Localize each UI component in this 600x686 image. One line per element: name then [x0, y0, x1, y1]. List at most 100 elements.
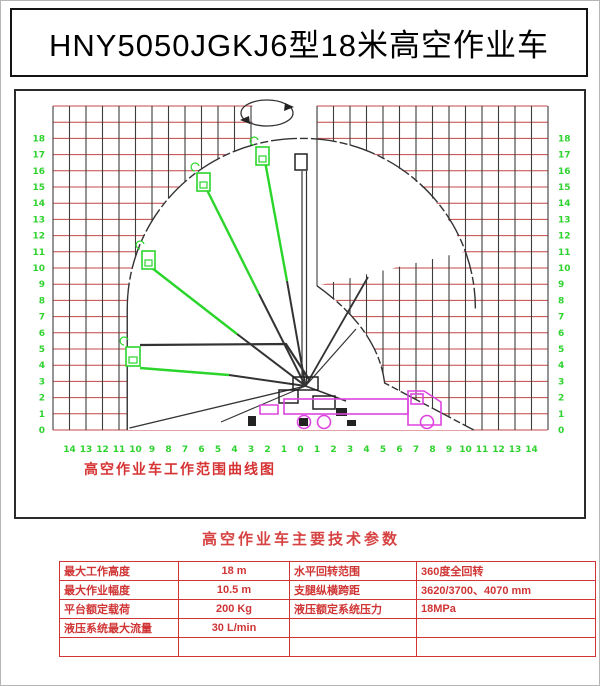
spec-value: 18MPa: [416, 599, 596, 619]
spec-value: 30 L/min: [178, 618, 290, 638]
work-envelope-inner-curve: [316, 285, 475, 431]
spec-label: 最大工作高度: [59, 561, 179, 581]
y-axis-tick-label-right: 18: [558, 134, 571, 144]
x-axis-tick-label: 12: [492, 445, 505, 455]
y-axis-tick-label-left: 7: [39, 313, 45, 323]
y-axis-tick-label-right: 14: [558, 199, 571, 209]
y-axis-tick-label-left: 17: [32, 151, 45, 161]
x-axis-tick-label: 12: [96, 445, 109, 455]
y-axis-tick-label-right: 11: [558, 248, 571, 258]
y-axis-tick-label-right: 17: [558, 151, 571, 161]
table-row: 最大作业幅度 10.5 m 支腿纵横跨距 3620/3700、4070 mm: [59, 580, 596, 600]
y-axis-tick-label-left: 13: [32, 215, 45, 225]
work-platform: [135, 240, 156, 270]
spec-label: 平台额定载荷: [59, 599, 179, 619]
x-axis-tick-label: 7: [413, 445, 419, 455]
x-axis-tick-label: 1: [314, 445, 320, 455]
y-axis-tick-label-left: 10: [32, 264, 45, 274]
spec-table-title: 高空作业车主要技术参数: [201, 531, 400, 548]
x-axis-tick-label: 8: [429, 445, 435, 455]
x-axis-tick-label: 13: [80, 445, 93, 455]
y-axis-tick-label-right: 5: [558, 345, 564, 355]
y-axis-tick-label-left: 5: [39, 345, 45, 355]
spec-value: [178, 637, 290, 657]
work-platform: [249, 136, 270, 166]
y-axis-tick-label-left: 8: [39, 296, 45, 306]
y-axis-tick-label-left: 16: [32, 167, 45, 177]
diagram-caption: 高空作业车工作范围曲线图: [84, 461, 276, 477]
y-axis-tick-label-left: 15: [32, 183, 45, 193]
spec-label: 支腿纵横跨距: [289, 580, 417, 600]
y-axis-tick-label-left: 3: [39, 377, 45, 387]
y-axis-tick-label-right: 1: [558, 410, 564, 420]
x-axis-tick-label: 9: [446, 445, 452, 455]
x-axis-tick-label: 0: [297, 445, 303, 455]
y-axis-tick-label-left: 11: [32, 248, 45, 258]
work-platform: [119, 336, 141, 367]
x-axis-tick-label: 3: [248, 445, 254, 455]
spec-value: 10.5 m: [178, 580, 290, 600]
y-axis-tick-label-left: 1: [39, 410, 45, 420]
page-title: HNY5050JGKJ6型18米高空作业车: [10, 8, 588, 77]
spec-value: [416, 618, 596, 638]
spec-label: [59, 637, 179, 657]
spec-label: 最大作业幅度: [59, 580, 179, 600]
table-row: [59, 637, 596, 657]
x-axis-tick-label: 9: [149, 445, 155, 455]
spec-value: [416, 637, 596, 657]
spec-value: 3620/3700、4070 mm: [416, 580, 596, 600]
work-envelope-region: [127, 138, 474, 430]
y-axis-tick-label-right: 0: [558, 426, 564, 436]
work-platform: [190, 162, 211, 192]
table-row: 液压系统最大流量 30 L/min: [59, 618, 596, 638]
y-axis-tick-label-right: 8: [558, 296, 564, 306]
spec-label: 液压额定系统压力: [289, 599, 417, 619]
y-axis-tick-label-left: 14: [32, 199, 45, 209]
spec-value: 200 Kg: [178, 599, 290, 619]
x-axis-tick-label: 6: [198, 445, 204, 455]
work-envelope-curve: [126, 137, 477, 309]
x-axis-tick-label: 8: [165, 445, 171, 455]
y-axis-tick-label-right: 16: [558, 167, 571, 177]
y-axis-tick-label-right: 9: [558, 280, 564, 290]
truck-outline: [259, 390, 442, 430]
spec-label: [289, 618, 417, 638]
y-axis-tick-label-right: 10: [558, 264, 571, 274]
x-axis-tick-label: 14: [63, 445, 76, 455]
x-axis-tick-label: 11: [476, 445, 489, 455]
y-axis-tick-label-right: 7: [558, 313, 564, 323]
spec-table: 最大工作高度 18 m 水平回转范围 360度全回转 最大作业幅度 10.5 m 支腿纵横跨…: [59, 561, 596, 657]
turret-assembly: [248, 376, 356, 426]
x-axis-tick-label: 1: [281, 445, 287, 455]
y-axis-tick-label-left: 4: [39, 361, 45, 371]
x-axis-tick-label: 5: [215, 445, 221, 455]
y-axis-tick-label-left: 0: [39, 426, 45, 436]
x-axis-tick-label: 6: [396, 445, 402, 455]
spec-label: [289, 637, 417, 657]
spec-value: 360度全回转: [416, 561, 596, 581]
y-axis-tick-label-left: 9: [39, 280, 45, 290]
y-axis-tick-label-right: 13: [558, 215, 571, 225]
y-axis-tick-label-right: 12: [558, 232, 571, 242]
working-range-plot: 14 13 12 11 10 9 8 7 6 5 4 3 2 1 0 1 2 3 4 5 6 7 8 9 10 11 12 13 14 …: [32, 99, 571, 455]
x-axis-tick-label: 3: [347, 445, 353, 455]
y-axis-tick-label-right: 2: [558, 394, 564, 404]
table-row: 最大工作高度 18 m 水平回转范围 360度全回转: [59, 561, 596, 581]
x-axis-labels: 14 13 12 11 10 9 8 7 6 5 4 3 2 1 0 1 2 3 4 5 6 7 8 9 10 11 12 13 14: [63, 445, 538, 455]
y-axis-tick-label-left: 18: [32, 134, 45, 144]
x-axis-tick-label: 10: [459, 445, 472, 455]
y-axis-tick-label-left: 12: [32, 232, 45, 242]
x-axis-tick-label: 13: [509, 445, 522, 455]
x-axis-tick-label: 4: [231, 445, 237, 455]
working-range-diagram: 14 13 12 11 10 9 8 7 6 5 4 3 2 1 0 1 2 3 4 5 6 7 8 9 10 11 12 13 14 …: [14, 89, 586, 519]
spec-label: 液压系统最大流量: [59, 618, 179, 638]
x-axis-tick-label: 4: [363, 445, 369, 455]
y-axis-tick-label-right: 4: [558, 361, 564, 371]
y-axis-tick-label-left: 2: [39, 394, 45, 404]
x-axis-tick-label: 7: [182, 445, 188, 455]
spec-value: 18 m: [178, 561, 290, 581]
x-axis-tick-label: 14: [525, 445, 538, 455]
x-axis-tick-label: 2: [264, 445, 270, 455]
